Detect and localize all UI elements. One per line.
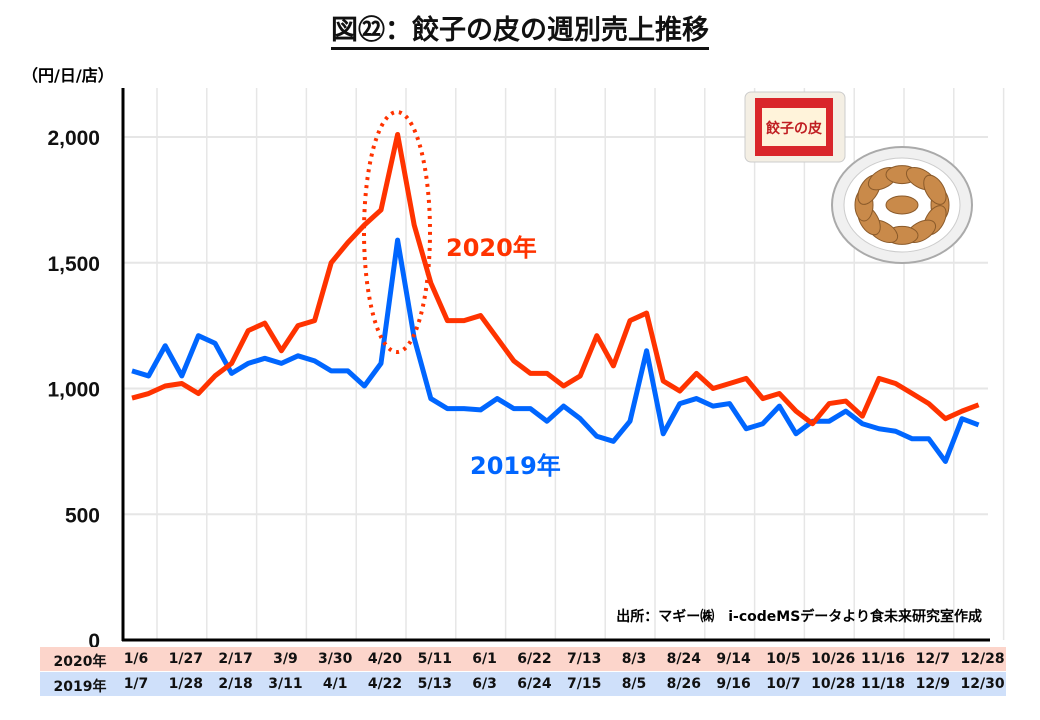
source-note: 出所：マギー㈱ i-codeMSデータより食未来研究室作成 (616, 609, 982, 625)
chart-title-text: 図㉒：餃子の皮の週別売上推移 (331, 15, 709, 50)
x-tick-label: 10/26 (811, 651, 856, 667)
x-tick-label: 11/18 (860, 676, 906, 692)
x-labels-2020: 2020年 1/6 1/27 2/17 3/9 3/30 4/20 5/11 6/1 6/22 7/… (40, 647, 1006, 671)
gyoza-package-illustration: 餃子の皮 (744, 91, 846, 163)
x-tick-label: 8/3 (621, 651, 647, 667)
x-tick-label: 10/7 (766, 676, 801, 692)
x-tick-label: 10/5 (766, 651, 801, 667)
x-tick-label: 9/16 (716, 676, 751, 692)
x-tick-label: 1/28 (168, 676, 203, 692)
x-tick-label: 1/7 (123, 676, 149, 692)
y-axis-unit: （円/日/店） (22, 66, 114, 85)
row-label-2019: 2019年 (53, 679, 107, 695)
x-tick-label: 5/11 (417, 651, 452, 667)
series-line-2020 (131, 131, 980, 427)
gyoza-dumpling (885, 195, 919, 215)
y-tick-label: 1,500 (47, 253, 100, 276)
series-label-2019: 2019年 (470, 452, 561, 480)
row-label-2020: 2020年 (53, 654, 107, 670)
x-tick-label: 4/20 (367, 651, 403, 667)
x-tick-label: 6/1 (472, 651, 497, 667)
peak-highlight-ellipse (362, 110, 432, 354)
x-tick-label: 8/26 (666, 676, 701, 692)
x-tick-label: 8/24 (666, 651, 701, 667)
x-tick-label: 4/22 (367, 676, 403, 692)
x-tick-label: 12/9 (915, 676, 950, 692)
x-tick-label: 7/15 (567, 676, 602, 692)
x-tick-label: 8/5 (621, 676, 647, 692)
x-tick-label: 6/3 (472, 676, 497, 692)
x-tick-label: 6/22 (517, 651, 552, 667)
x-labels-2019: 2019年 1/7 1/28 2/18 3/11 4/1 4/22 5/13 6/3 6/24 7/… (40, 672, 1006, 696)
x-tick-label: 2/17 (218, 651, 253, 667)
x-tick-label: 12/7 (915, 651, 950, 667)
x-tick-label: 12/28 (960, 651, 1005, 667)
y-tick-label: 500 (65, 504, 100, 527)
x-tick-label: 12/30 (960, 676, 1005, 692)
x-tick-label: 1/27 (168, 651, 203, 667)
gyoza-plate-illustration (831, 146, 973, 264)
series-line-2019 (131, 237, 980, 464)
y-tick-label: 0 (88, 630, 100, 653)
series-label-2020: 2020年 (446, 234, 537, 262)
x-tick-label: 7/13 (567, 651, 602, 667)
x-tick-label: 6/24 (517, 676, 552, 692)
y-ticks: 0 500 1,000 1,500 2,000 (47, 127, 100, 653)
x-tick-label: 1/6 (123, 651, 149, 667)
series-lines (131, 131, 980, 464)
x-tick-label: 3/11 (268, 676, 303, 692)
x-tick-label: 10/28 (811, 676, 856, 692)
chart-title: 図㉒：餃子の皮の週別売上推移 (0, 8, 1040, 50)
x-tick-label: 5/13 (417, 676, 452, 692)
gyoza-dumpling (923, 174, 947, 205)
x-tick-label: 3/30 (318, 651, 353, 667)
x-tick-label: 11/16 (860, 651, 906, 667)
x-tick-label: 3/9 (273, 651, 298, 667)
x-tick-label: 9/14 (716, 651, 751, 667)
package-label: 餃子の皮 (766, 120, 822, 137)
x-tick-label: 2/18 (218, 676, 253, 692)
y-tick-label: 1,000 (47, 379, 100, 402)
y-tick-label: 2,000 (47, 127, 100, 150)
x-tick-label: 4/1 (322, 676, 348, 692)
